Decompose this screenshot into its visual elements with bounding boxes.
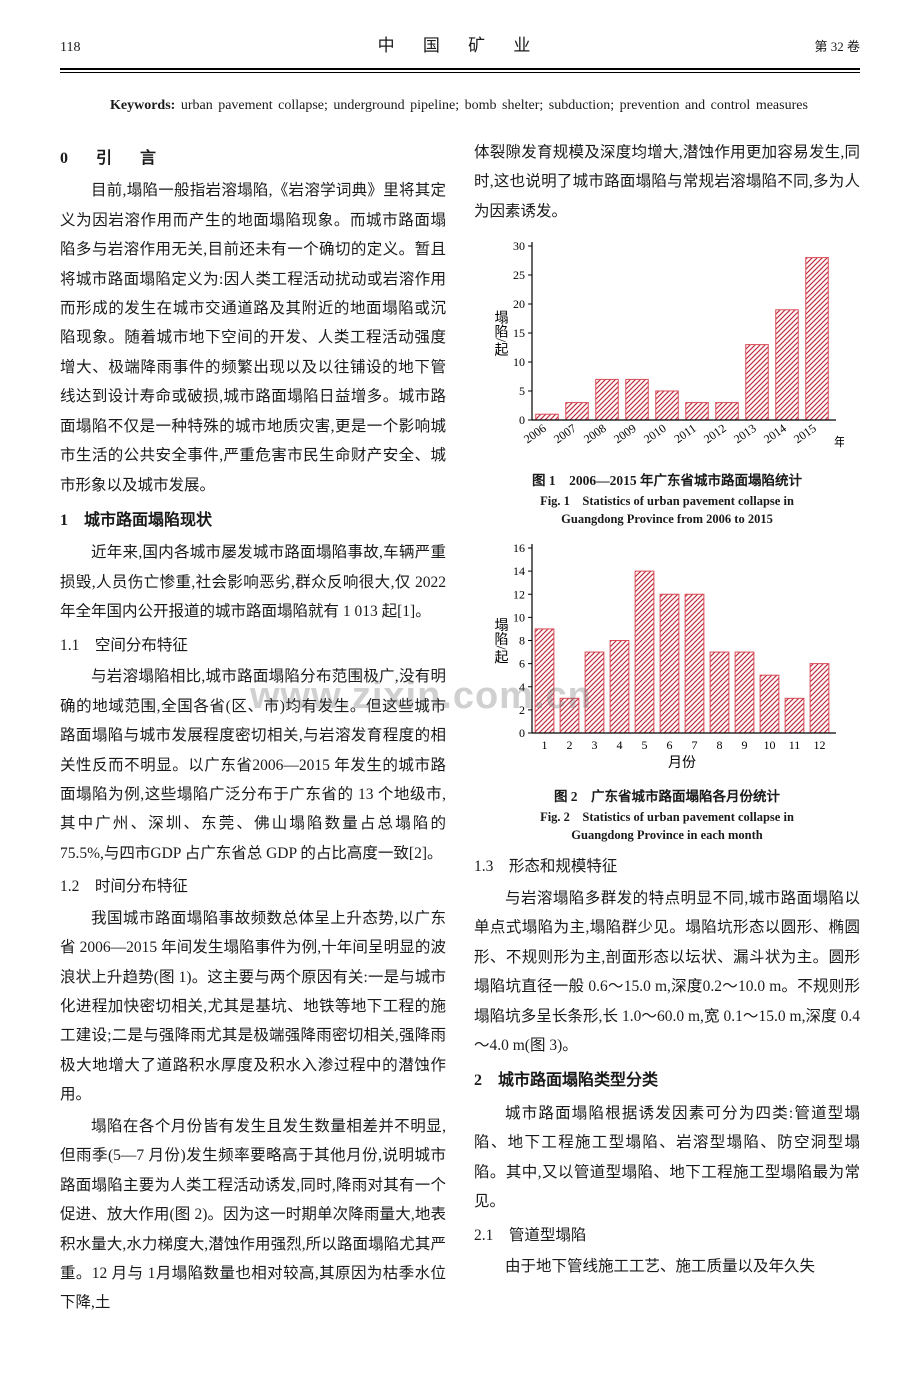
svg-text:4: 4 <box>519 680 525 694</box>
svg-text:2009: 2009 <box>611 421 639 446</box>
heading-2-1: 2.1 管道型塌陷 <box>474 1221 860 1250</box>
temporal-para-1: 我国城市路面塌陷事故频数总体呈上升态势,以广东省 2006—2015 年间发生塌… <box>60 904 446 1110</box>
status-para: 近年来,国内各城市屡发城市路面塌陷事故,车辆严重损毁,人员伤亡惨重,社会影响恶劣… <box>60 538 446 626</box>
svg-text:2010: 2010 <box>641 421 669 446</box>
svg-text:8: 8 <box>717 738 723 752</box>
svg-text:2013: 2013 <box>731 421 759 446</box>
figure-2-chart: 0246810121416塌陷/起123456789101112月份 <box>474 538 844 773</box>
svg-text:20: 20 <box>513 297 525 311</box>
right-column: 体裂隙发育规模及深度均增大,潜蚀作用更加容易发生,同时,这也说明了城市路面塌陷与… <box>474 138 860 1320</box>
left-column: 0 引 言 目前,塌陷一般指岩溶塌陷,《岩溶学词典》里将其定义为因岩溶作用而产生… <box>60 138 446 1320</box>
svg-text:5: 5 <box>642 738 648 752</box>
figure-1-caption-en1: Fig. 1 Statistics of urban pavement coll… <box>474 492 860 510</box>
svg-text:2007: 2007 <box>551 421 579 446</box>
svg-text:11: 11 <box>789 738 801 752</box>
spatial-para: 与岩溶塌陷相比,城市路面塌陷分布范围极广,没有明确的地域范围,全国各省(区、市)… <box>60 662 446 868</box>
page-header: 118 中 国 矿 业 第 32 卷 <box>60 30 860 68</box>
figure-2-caption-en2: Guangdong Province in each month <box>474 826 860 844</box>
intro-para: 目前,塌陷一般指岩溶塌陷,《岩溶学词典》里将其定义为因岩溶作用而产生的地面塌陷现… <box>60 176 446 500</box>
figure-1-caption-cn: 图 1 2006—2015 年广东省城市路面塌陷统计 <box>474 471 860 492</box>
svg-text:2: 2 <box>519 703 525 717</box>
figure-1-chart: 0 5 10 15 20 25 30 塌陷/起 200620072008200920102011… <box>474 236 844 456</box>
svg-text:0: 0 <box>519 413 525 427</box>
heading-2-types: 2 城市路面塌陷类型分类 <box>474 1066 860 1096</box>
svg-text:3: 3 <box>592 738 598 752</box>
svg-text:9: 9 <box>742 738 748 752</box>
figure-2: 0246810121416塌陷/起123456789101112月份 图 2 广… <box>474 538 860 845</box>
keywords-label: Keywords: <box>110 98 181 113</box>
svg-text:30: 30 <box>513 239 525 253</box>
svg-text:2011: 2011 <box>671 421 698 446</box>
svg-text:16: 16 <box>513 541 525 555</box>
journal-title: 中 国 矿 业 <box>180 30 740 62</box>
svg-text:10: 10 <box>513 610 525 624</box>
heading-1-3: 1.3 形态和规模特征 <box>474 852 860 881</box>
heading-1-1: 1.1 空间分布特征 <box>60 631 446 660</box>
pipe-para: 由于地下管线施工工艺、施工质量以及年久失 <box>474 1252 860 1281</box>
svg-text:2: 2 <box>567 738 573 752</box>
svg-text:15: 15 <box>513 326 525 340</box>
svg-text:2006: 2006 <box>521 421 549 446</box>
figure-1: 0 5 10 15 20 25 30 塌陷/起 200620072008200920102011… <box>474 236 860 528</box>
heading-1-status: 1 城市路面塌陷现状 <box>60 506 446 536</box>
svg-text:10: 10 <box>513 355 525 369</box>
keywords-block: Keywords: urban pavement collapse; under… <box>60 89 860 138</box>
svg-text:5: 5 <box>519 384 525 398</box>
svg-text:月份: 月份 <box>668 755 696 771</box>
svg-text:1: 1 <box>542 738 548 752</box>
keywords-text: urban pavement collapse; underground pip… <box>181 98 808 113</box>
svg-text:0: 0 <box>519 726 525 740</box>
heading-0-intro: 0 引 言 <box>60 144 446 174</box>
svg-text:2012: 2012 <box>701 421 729 446</box>
svg-text:2015: 2015 <box>791 421 819 446</box>
svg-text:年: 年 <box>834 435 844 449</box>
types-para: 城市路面塌陷根据诱发因素可分为四类:管道型塌陷、地下工程施工型塌陷、岩溶型塌陷、… <box>474 1099 860 1217</box>
svg-text:6: 6 <box>667 738 673 752</box>
header-rule <box>60 68 860 73</box>
volume-label: 第 32 卷 <box>740 35 860 60</box>
svg-text:10: 10 <box>764 738 776 752</box>
svg-text:塌陷/起: 塌陷/起 <box>493 310 509 356</box>
svg-text:4: 4 <box>617 738 623 752</box>
svg-text:25: 25 <box>513 268 525 282</box>
svg-text:7: 7 <box>692 738 698 752</box>
svg-text:塌陷/起: 塌陷/起 <box>493 617 509 663</box>
svg-text:12: 12 <box>814 738 826 752</box>
svg-text:2008: 2008 <box>581 421 609 446</box>
heading-1-2: 1.2 时间分布特征 <box>60 872 446 901</box>
continued-para: 体裂隙发育规模及深度均增大,潜蚀作用更加容易发生,同时,这也说明了城市路面塌陷与… <box>474 138 860 226</box>
figure-2-caption-cn: 图 2 广东省城市路面塌陷各月份统计 <box>474 787 860 808</box>
page-number: 118 <box>60 35 180 62</box>
figure-1-caption-en2: Guangdong Province from 2006 to 2015 <box>474 510 860 528</box>
figure-2-caption-en1: Fig. 2 Statistics of urban pavement coll… <box>474 808 860 826</box>
morphology-para: 与岩溶塌陷多群发的特点明显不同,城市路面塌陷以单点式塌陷为主,塌陷群少见。塌陷坑… <box>474 884 860 1061</box>
svg-text:6: 6 <box>519 656 525 670</box>
svg-text:14: 14 <box>513 564 525 578</box>
svg-text:12: 12 <box>513 587 525 601</box>
svg-text:2014: 2014 <box>761 421 789 446</box>
svg-text:8: 8 <box>519 633 525 647</box>
temporal-para-2: 塌陷在各个月份皆有发生且发生数量相差并不明显,但雨季(5—7 月份)发生频率要略… <box>60 1112 446 1318</box>
